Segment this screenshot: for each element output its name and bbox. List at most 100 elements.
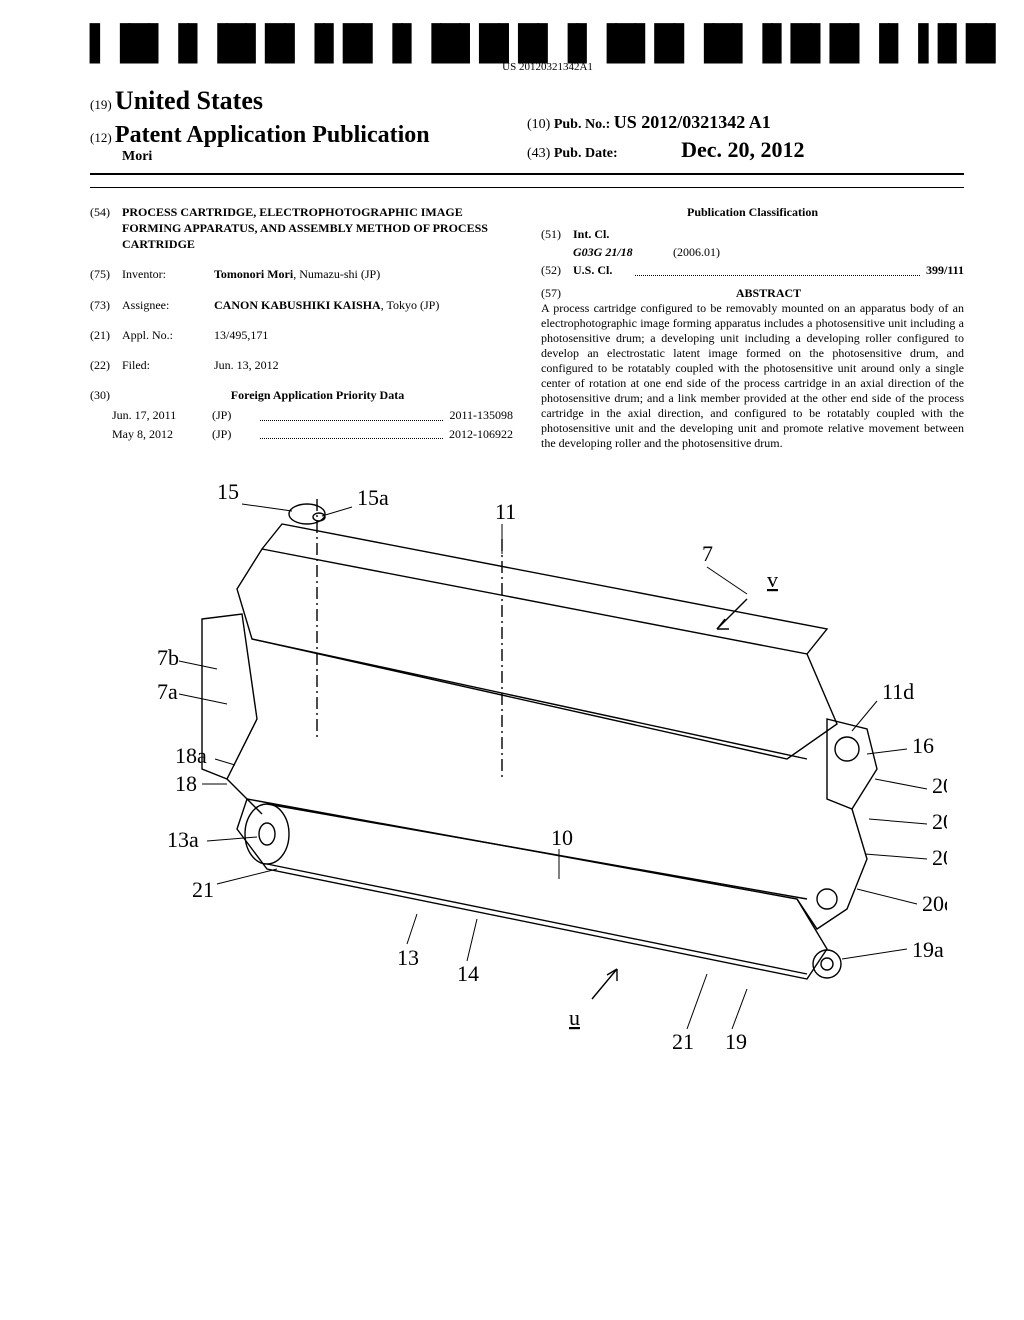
priority-row: Jun. 17, 2011 (JP) 2011-135098 (90, 407, 513, 423)
invention-title: PROCESS CARTRIDGE, ELECTROPHOTOGRAPHIC I… (122, 204, 513, 253)
field-54: (54) PROCESS CARTRIDGE, ELECTROPHOTOGRAP… (90, 204, 513, 253)
filed-value: Jun. 13, 2012 (214, 357, 513, 373)
code-21: (21) (90, 327, 122, 343)
fig-label: 19 (725, 1029, 747, 1054)
pubno-line: (10) Pub. No.: US 2012/0321342 A1 (527, 112, 964, 133)
priority-appno: 2012-106922 (449, 426, 513, 442)
priority-heading: Foreign Application Priority Data (122, 387, 513, 403)
figure-svg: 15 15a 11 7 v 7b 7a 18a 18 13a 21 13 14 … (107, 469, 947, 1089)
code-43: (43) (527, 146, 550, 161)
fig-label: v (767, 567, 778, 592)
doctype: Patent Application Publication (115, 122, 430, 148)
barcode-region: ▌▐█▌▐▌▐█▌█▌▐▌█▌▐▌▐█▌█▌█▌▐▌▐█▌█▌▐█▌▐▌█▌█▌… (90, 30, 964, 74)
doctype-line: (12) Patent Application Publication (90, 122, 527, 149)
fig-label: 19a (912, 937, 944, 962)
code-51: (51) (541, 226, 573, 242)
priority-date: May 8, 2012 (112, 426, 212, 442)
pubdate-line: (43) Pub. Date: Dec. 20, 2012 (527, 137, 964, 163)
assignee-label: Assignee: (122, 297, 214, 313)
barcode: ▌▐█▌▐▌▐█▌█▌▐▌█▌▐▌▐█▌█▌█▌▐▌▐█▌█▌▐█▌▐▌█▌█▌… (90, 30, 1005, 73)
pubdate-value: Dec. 20, 2012 (681, 137, 804, 162)
inventor-label: Inventor: (122, 266, 214, 282)
field-73: (73) Assignee: CANON KABUSHIKI KAISHA, T… (90, 297, 513, 313)
assignee-name: CANON KABUSHIKI KAISHA (214, 298, 381, 312)
field-75: (75) Inventor: Tomonori Mori, Numazu-shi… (90, 266, 513, 282)
right-column: Publication Classification (51) Int. Cl.… (541, 204, 964, 451)
header-left: (19) United States (12) Patent Applicati… (90, 86, 527, 165)
code-19: (19) (90, 97, 112, 112)
fig-label: 15 (217, 479, 239, 504)
rule-thin (90, 187, 964, 188)
code-57: (57) (541, 285, 573, 301)
pubclass-heading: Publication Classification (541, 204, 964, 220)
fig-label: 11 (495, 499, 516, 524)
field-51: (51) Int. Cl. (541, 226, 964, 242)
priority-country: (JP) (212, 426, 260, 442)
abstract-text: A process cartridge configured to be rem… (541, 301, 964, 451)
header-author: Mori (122, 149, 527, 165)
pubno-value: US 2012/0321342 A1 (614, 112, 771, 132)
code-75: (75) (90, 266, 122, 282)
intcl-value-row: G03G 21/18 (2006.01) (541, 244, 964, 260)
bibliographic-columns: (54) PROCESS CARTRIDGE, ELECTROPHOTOGRAP… (90, 204, 964, 451)
fig-label: 13 (397, 945, 419, 970)
priority-date: Jun. 17, 2011 (112, 407, 212, 423)
fig-label: 20b (932, 773, 947, 798)
intcl-label: Int. Cl. (573, 226, 629, 242)
code-30: (30) (90, 387, 122, 403)
applno-label: Appl. No.: (122, 327, 214, 343)
fig-label: 14 (457, 961, 479, 986)
fig-label: 10 (551, 825, 573, 850)
abstract-heading: ABSTRACT (573, 285, 964, 301)
rule-thick (90, 173, 964, 175)
applno-value: 13/495,171 (214, 327, 513, 343)
country-name: United States (115, 86, 263, 115)
pubdate-label: Pub. Date: (554, 146, 618, 161)
barcode-bars: ▌▐█▌▐▌▐█▌█▌▐▌█▌▐▌▐█▌█▌█▌▐▌▐█▌█▌▐█▌▐▌█▌█▌… (90, 30, 1005, 59)
code-73: (73) (90, 297, 122, 313)
code-52: (52) (541, 262, 573, 278)
header: (19) United States (12) Patent Applicati… (90, 86, 964, 165)
priority-row: May 8, 2012 (JP) 2012-106922 (90, 426, 513, 442)
inventor-suffix: , Numazu-shi (JP) (293, 267, 380, 281)
field-52: (52) U.S. Cl. 399/111 (541, 262, 964, 278)
intcl-class: G03G 21/18 (573, 244, 673, 260)
intcl-year: (2006.01) (673, 244, 964, 260)
field-22: (22) Filed: Jun. 13, 2012 (90, 357, 513, 373)
field-30: (30) Foreign Application Priority Data (90, 387, 513, 403)
header-right: (10) Pub. No.: US 2012/0321342 A1 (43) P… (527, 86, 964, 165)
assignee-suffix: , Tokyo (JP) (381, 298, 440, 312)
filed-label: Filed: (122, 357, 214, 373)
fig-label: 16 (912, 733, 934, 758)
inventor-name: Tomonori Mori (214, 267, 293, 281)
fig-label: 11d (882, 679, 914, 704)
pubno-label: Pub. No.: (554, 117, 610, 132)
fig-label: 18a (175, 743, 207, 768)
code-22: (22) (90, 357, 122, 373)
fig-label: 20a (932, 845, 947, 870)
code-10: (10) (527, 117, 550, 132)
fig-label: 18 (175, 771, 197, 796)
code-54: (54) (90, 204, 122, 220)
fig-label: 13a (167, 827, 199, 852)
fig-label: 21 (672, 1029, 694, 1054)
dots (260, 423, 443, 439)
dots (260, 404, 443, 420)
assignee-value: CANON KABUSHIKI KAISHA, Tokyo (JP) (214, 297, 513, 313)
uscl-value: 399/111 (926, 262, 964, 278)
country-line: (19) United States (90, 86, 527, 116)
fig-label: 7a (157, 679, 178, 704)
fig-label: 20 (932, 809, 947, 834)
fig-label: 7 (702, 541, 713, 566)
field-21: (21) Appl. No.: 13/495,171 (90, 327, 513, 343)
uscl-label: U.S. Cl. (573, 262, 629, 278)
fig-label: 20d (922, 891, 947, 916)
fig-label: 21 (192, 877, 214, 902)
fig-label: u (569, 1005, 580, 1030)
patent-figure: 15 15a 11 7 v 7b 7a 18a 18 13a 21 13 14 … (90, 469, 964, 1093)
code-12: (12) (90, 130, 112, 145)
left-column: (54) PROCESS CARTRIDGE, ELECTROPHOTOGRAP… (90, 204, 513, 451)
fig-label: 7b (157, 645, 179, 670)
patent-page: ▌▐█▌▐▌▐█▌█▌▐▌█▌▐▌▐█▌█▌█▌▐▌▐█▌█▌▐█▌▐▌█▌█▌… (0, 0, 1024, 1133)
priority-appno: 2011-135098 (449, 407, 513, 423)
